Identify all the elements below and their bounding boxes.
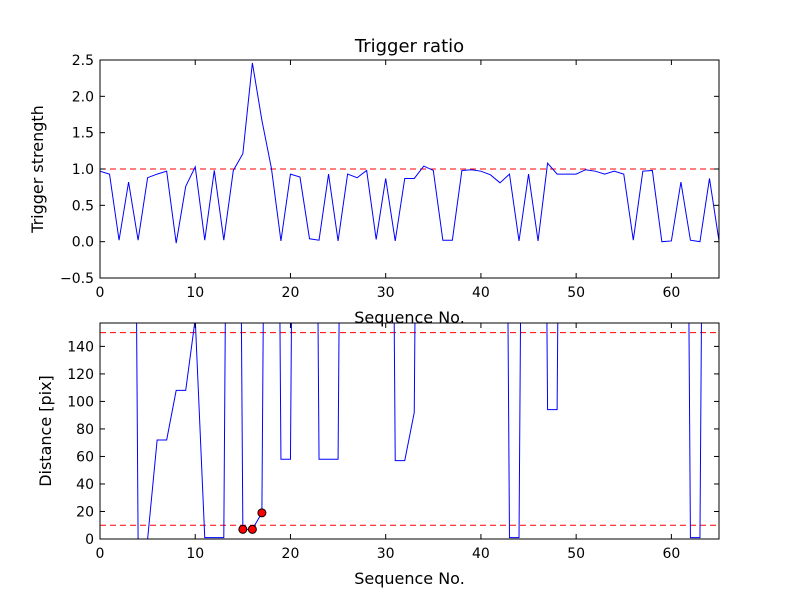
x-tick-label: 50 [567, 546, 585, 562]
x-tick-label: 10 [186, 546, 204, 562]
data-point-marker [238, 524, 248, 534]
axes-frame [99, 322, 720, 540]
y-tick-label: 0 [85, 532, 94, 548]
y-tick-label: 1.5 [72, 126, 94, 142]
x-axis: 0 10 20 30 40 50 60 [96, 60, 680, 301]
x-tick-label: 30 [377, 546, 395, 562]
series-line [100, 62, 719, 244]
y-tick-label: 20 [76, 504, 94, 520]
y-tick-label: 120 [67, 367, 94, 383]
y-tick-label: 100 [67, 394, 94, 410]
y-tick-label: 60 [76, 449, 94, 465]
y-tick-label: 0.5 [72, 198, 94, 214]
x-axis: 0 10 20 30 40 50 60 [96, 323, 680, 562]
distance-chart: 0 10 20 30 40 50 60 0 20 40 60 80 100 120 140 Sequenc… [36, 322, 720, 588]
x-tick-label: 20 [282, 546, 300, 562]
x-tick-label: 50 [567, 285, 585, 301]
x-axis-label: Sequence No. [354, 308, 465, 327]
y-tick-label: 0.0 [72, 235, 94, 251]
y-tick-label: 40 [76, 477, 94, 493]
series-line [136, 323, 702, 539]
x-tick-label: 40 [472, 285, 490, 301]
y-tick-label: 1.0 [72, 162, 94, 178]
marker-group [238, 508, 267, 534]
plot-area [100, 62, 719, 244]
x-tick-label: 60 [662, 285, 680, 301]
chart-title: Trigger ratio [354, 36, 464, 57]
y-axis: −0.5 0.0 0.5 1.0 1.5 2.0 2.5 [60, 53, 719, 287]
y-tick-label: −0.5 [60, 271, 94, 287]
y-axis-label: Trigger strength [28, 105, 47, 234]
data-point-marker [247, 524, 257, 534]
trigger-ratio-chart: Trigger ratio 0 10 20 30 40 50 60 −0.5 0.0 0.5 1.… [28, 36, 720, 327]
y-axis-label: Distance [pix] [36, 375, 55, 487]
x-tick-label: 60 [662, 546, 680, 562]
x-axis-label: Sequence No. [354, 569, 465, 588]
x-tick-label: 20 [282, 285, 300, 301]
x-tick-label: 40 [472, 546, 490, 562]
y-tick-label: 80 [76, 422, 94, 438]
x-tick-label: 10 [186, 285, 204, 301]
data-point-marker [257, 508, 267, 518]
y-tick-label: 2.5 [72, 53, 94, 69]
y-axis: 0 20 40 60 80 100 120 140 [67, 339, 719, 548]
plot-area [100, 323, 719, 539]
x-tick-label: 0 [96, 285, 105, 301]
y-tick-label: 140 [67, 339, 94, 355]
x-tick-label: 0 [96, 546, 105, 562]
x-tick-label: 30 [377, 285, 395, 301]
y-tick-label: 2.0 [72, 89, 94, 105]
